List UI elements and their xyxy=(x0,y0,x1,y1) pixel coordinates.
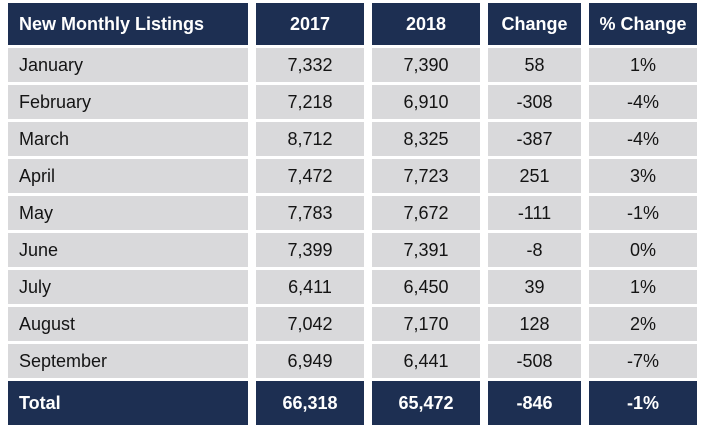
month-cell: May xyxy=(8,196,248,230)
change-cell: 251 xyxy=(488,159,581,193)
value-2017-cell: 7,218 xyxy=(256,85,364,119)
pct-change-cell: 1% xyxy=(589,270,697,304)
month-cell: September xyxy=(8,344,248,378)
pct-change-cell: -4% xyxy=(589,85,697,119)
table-row-june: June 7,399 7,391 -8 0% xyxy=(8,233,697,267)
change-cell: 128 xyxy=(488,307,581,341)
table-row-march: March 8,712 8,325 -387 -4% xyxy=(8,122,697,156)
value-2017-cell: 7,783 xyxy=(256,196,364,230)
column-header-label: New Monthly Listings xyxy=(8,3,248,45)
month-cell: February xyxy=(8,85,248,119)
pct-change-cell: 0% xyxy=(589,233,697,267)
value-2018-cell: 7,672 xyxy=(372,196,480,230)
table-row-august: August 7,042 7,170 128 2% xyxy=(8,307,697,341)
value-2018-cell: 6,441 xyxy=(372,344,480,378)
month-cell: March xyxy=(8,122,248,156)
month-cell: August xyxy=(8,307,248,341)
change-cell: -308 xyxy=(488,85,581,119)
value-2017-cell: 6,949 xyxy=(256,344,364,378)
pct-change-cell: -7% xyxy=(589,344,697,378)
month-cell: June xyxy=(8,233,248,267)
total-2018-cell: 65,472 xyxy=(372,381,480,425)
table-row-may: May 7,783 7,672 -111 -1% xyxy=(8,196,697,230)
value-2017-cell: 8,712 xyxy=(256,122,364,156)
table-header-row: New Monthly Listings 2017 2018 Change % … xyxy=(8,3,697,45)
table-row-july: July 6,411 6,450 39 1% xyxy=(8,270,697,304)
value-2018-cell: 7,723 xyxy=(372,159,480,193)
month-cell: July xyxy=(8,270,248,304)
value-2018-cell: 6,450 xyxy=(372,270,480,304)
change-cell: 39 xyxy=(488,270,581,304)
value-2018-cell: 8,325 xyxy=(372,122,480,156)
total-change-cell: -846 xyxy=(488,381,581,425)
column-header-2017: 2017 xyxy=(256,3,364,45)
table-row-february: February 7,218 6,910 -308 -4% xyxy=(8,85,697,119)
pct-change-cell: -4% xyxy=(589,122,697,156)
change-cell: -508 xyxy=(488,344,581,378)
column-header-change: Change xyxy=(488,3,581,45)
value-2017-cell: 7,332 xyxy=(256,48,364,82)
value-2018-cell: 7,170 xyxy=(372,307,480,341)
column-header-2018: 2018 xyxy=(372,3,480,45)
table-row-april: April 7,472 7,723 251 3% xyxy=(8,159,697,193)
table-row-total: Total 66,318 65,472 -846 -1% xyxy=(8,381,697,425)
pct-change-cell: 2% xyxy=(589,307,697,341)
total-2017-cell: 66,318 xyxy=(256,381,364,425)
column-header-pct-change: % Change xyxy=(589,3,697,45)
total-label-cell: Total xyxy=(8,381,248,425)
change-cell: -111 xyxy=(488,196,581,230)
value-2018-cell: 6,910 xyxy=(372,85,480,119)
table-row-september: September 6,949 6,441 -508 -7% xyxy=(8,344,697,378)
change-cell: 58 xyxy=(488,48,581,82)
value-2017-cell: 7,042 xyxy=(256,307,364,341)
value-2018-cell: 7,391 xyxy=(372,233,480,267)
change-cell: -8 xyxy=(488,233,581,267)
month-cell: April xyxy=(8,159,248,193)
month-cell: January xyxy=(8,48,248,82)
table-row-january: January 7,332 7,390 58 1% xyxy=(8,48,697,82)
change-cell: -387 xyxy=(488,122,581,156)
value-2017-cell: 7,472 xyxy=(256,159,364,193)
pct-change-cell: 1% xyxy=(589,48,697,82)
total-pct-change-cell: -1% xyxy=(589,381,697,425)
value-2017-cell: 6,411 xyxy=(256,270,364,304)
value-2018-cell: 7,390 xyxy=(372,48,480,82)
value-2017-cell: 7,399 xyxy=(256,233,364,267)
pct-change-cell: -1% xyxy=(589,196,697,230)
pct-change-cell: 3% xyxy=(589,159,697,193)
